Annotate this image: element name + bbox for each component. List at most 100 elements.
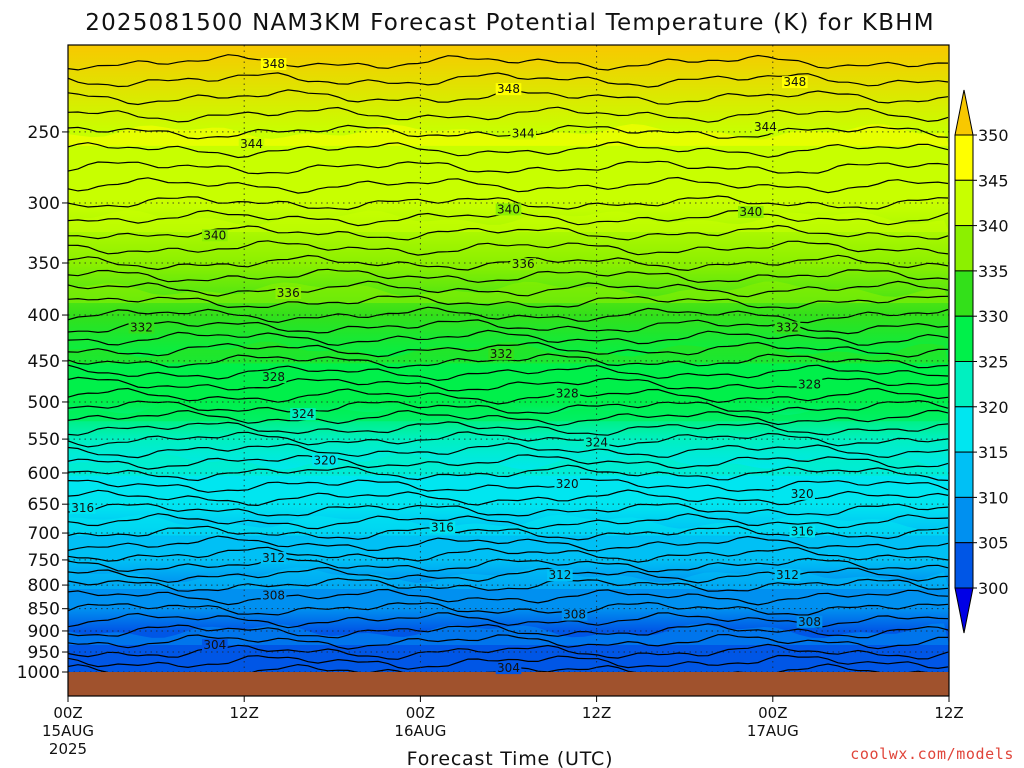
contour-label-bg xyxy=(69,501,96,514)
contour-line xyxy=(68,409,949,427)
colorbar-label: 300 xyxy=(978,579,1009,598)
x-tick-label: 12Z xyxy=(230,704,259,722)
contour-label-bg xyxy=(752,121,779,134)
contour-label-bg xyxy=(510,258,536,271)
x-tick-year: 2025 xyxy=(49,740,87,758)
colorbar-label: 320 xyxy=(978,398,1009,417)
contour-label-bg xyxy=(796,378,823,391)
colorbar-segment xyxy=(954,542,974,589)
theta-band-edge xyxy=(68,453,949,476)
contour-label-bg xyxy=(260,371,287,384)
contour-labels: 348 348 348 344 344 344 340 340 340 336 336 332 332 3… xyxy=(69,57,823,675)
contour-label: 312 xyxy=(548,568,571,582)
colorbar-label: 325 xyxy=(978,353,1009,372)
colorbar-label: 330 xyxy=(978,307,1009,326)
plot-frame xyxy=(67,44,950,697)
contour-label: 308 xyxy=(262,589,285,603)
contour-label: 336 xyxy=(277,286,300,300)
contour-label-bg xyxy=(238,138,265,151)
contour-line xyxy=(68,464,949,482)
theta-band-edge xyxy=(68,567,949,589)
contour-line xyxy=(68,224,949,241)
theta-band-edge xyxy=(68,399,949,422)
contour-label-bg xyxy=(260,589,287,602)
y-tick-label: 800 xyxy=(28,576,60,596)
contour-label-bg xyxy=(782,76,808,89)
colorbar-segment xyxy=(954,225,974,272)
contour-label: 340 xyxy=(739,205,762,219)
contour-label-bg xyxy=(561,608,588,621)
contour-label-bg xyxy=(495,83,522,96)
contour-label: 344 xyxy=(754,120,777,134)
contour-line xyxy=(68,254,949,272)
contour-line xyxy=(68,654,949,670)
contour-line xyxy=(68,601,949,616)
contour-line xyxy=(68,503,949,517)
plot-area: 348 348 348 344 344 344 340 340 340 336 336 332 332 3… xyxy=(67,44,950,697)
contour-line xyxy=(68,633,948,650)
contour-line xyxy=(68,588,949,606)
colorbar-segment xyxy=(954,496,974,544)
watermark-link[interactable]: coolwx.com/models xyxy=(850,745,1014,763)
colorbar-segment xyxy=(954,406,974,453)
contour-label: 316 xyxy=(431,520,454,534)
x-tick-label: 12Z xyxy=(934,704,963,722)
contour-label: 312 xyxy=(776,568,799,582)
colorbar-segment xyxy=(954,270,974,317)
contour-label-bg xyxy=(774,321,801,334)
contour-label-bg xyxy=(554,477,581,490)
contour-label: 320 xyxy=(314,453,337,467)
y-tick-label: 300 xyxy=(28,194,60,214)
contour-label: 340 xyxy=(497,202,520,216)
contour-label-bg xyxy=(789,487,815,500)
contour-label-bg xyxy=(737,205,764,218)
contour-line xyxy=(68,431,949,448)
colorbar-max-arrow xyxy=(954,89,974,136)
contour-line xyxy=(68,195,949,211)
contour-line xyxy=(68,268,949,283)
contour-label-bg xyxy=(260,551,287,564)
surface-ground xyxy=(68,672,949,696)
contour-label: 348 xyxy=(262,57,285,71)
y-tick-label: 650 xyxy=(28,495,60,515)
y-tick-label: 600 xyxy=(28,464,60,484)
contour-label: 340 xyxy=(203,228,226,242)
theta-band-edge xyxy=(68,210,949,232)
contour-line xyxy=(68,319,949,335)
contour-label: 336 xyxy=(512,257,535,271)
colorbar-label: 305 xyxy=(978,534,1009,553)
contour-label: 308 xyxy=(798,615,821,629)
theta-band-edge xyxy=(68,513,949,536)
contour-label: 324 xyxy=(585,436,608,450)
contour-label: 332 xyxy=(130,320,153,334)
y-tick-label: 500 xyxy=(28,393,60,413)
contour-label-bg xyxy=(275,286,302,299)
y-tick-label: 700 xyxy=(28,524,60,544)
chart-title: 2025081500 NAM3KM Forecast Potential Tem… xyxy=(85,10,934,36)
x-tick-date: 15AUG xyxy=(42,722,94,740)
colorbar-label: 315 xyxy=(978,443,1009,462)
contour-line xyxy=(68,329,949,346)
x-tick-label: 12Z xyxy=(582,704,611,722)
contour-label-bg xyxy=(128,321,155,334)
contour-line xyxy=(68,478,949,493)
contour-label: 348 xyxy=(783,75,806,89)
contour-label: 320 xyxy=(556,477,579,491)
contour-label-bg xyxy=(495,203,522,216)
x-tick-label: 00Z xyxy=(53,704,82,722)
contour-line xyxy=(68,623,949,639)
contour-line xyxy=(68,399,949,415)
contour-line xyxy=(68,341,949,358)
grid-lines xyxy=(67,45,950,673)
contour-line xyxy=(68,141,949,159)
contour-label-bg xyxy=(774,569,801,582)
y-tick-label: 450 xyxy=(28,352,60,372)
contour-label-bg xyxy=(202,229,228,242)
contour-label: 316 xyxy=(71,501,94,515)
colorbar-segment xyxy=(954,451,974,498)
y-tick-label: 250 xyxy=(28,123,60,143)
colorbar-min-arrow xyxy=(954,587,974,634)
contour-label-bg xyxy=(510,127,536,140)
contour-line xyxy=(68,124,949,140)
